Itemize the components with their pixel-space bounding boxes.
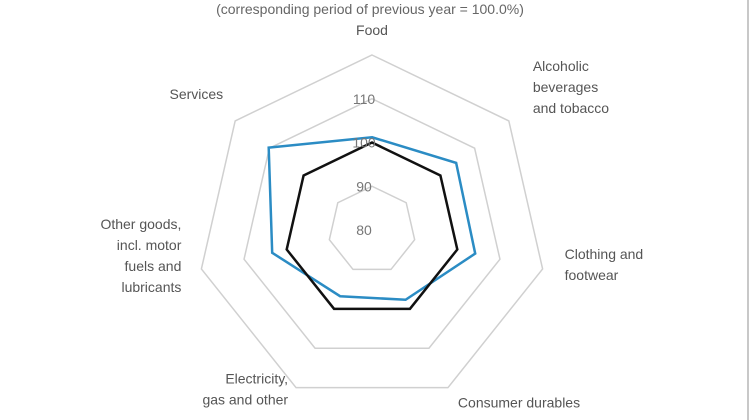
category-label-5: incl. motor [117,237,182,253]
grid-ring-90 [328,185,416,271]
category-label-4: Electricity, [225,371,288,387]
category-label-2: Clothing and [565,246,644,262]
tick-label-110: 110 [353,91,376,107]
category-label-1: beverages [533,79,598,95]
category-label-2: footwear [565,267,619,283]
tick-label-100: 100 [352,135,376,151]
tick-label-90: 90 [356,178,372,194]
series-line-0 [267,135,477,302]
category-label-3: Consumer durables [458,395,580,411]
category-label-5: fuels and [125,258,182,274]
category-label-6: Services [169,86,223,102]
category-label-5: Other goods, [100,216,181,232]
grid-ring-110 [243,97,501,350]
category-label-1: Alcoholic [533,58,589,74]
category-label-5: lubricants [121,279,181,295]
category-label-0: Food [356,22,388,38]
grid-ring-120 [200,54,544,389]
scrollbar-edge [747,0,749,420]
category-label-4: gas and other [202,392,288,408]
tick-label-80: 80 [356,222,372,238]
series-line-1 [285,141,459,311]
category-label-1: and tobacco [533,100,609,116]
chart-subtitle: (corresponding period of previous year =… [216,1,524,17]
